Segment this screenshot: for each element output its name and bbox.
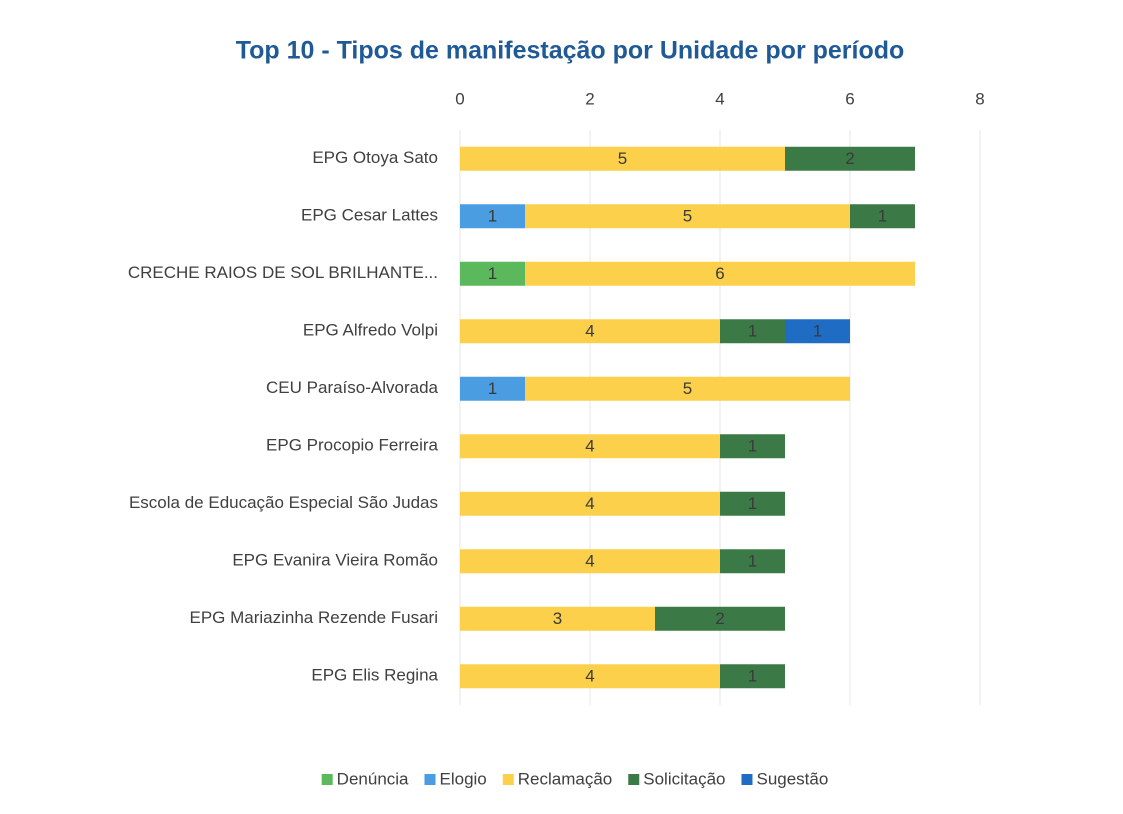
data-label: 3 [553, 609, 562, 628]
data-label: 4 [585, 552, 594, 571]
legend-label: Sugestão [756, 769, 828, 788]
y-tick-label: EPG Evanira Vieira Romão [232, 551, 438, 570]
y-tick-label: EPG Elis Regina [311, 666, 438, 685]
data-label: 1 [813, 322, 822, 341]
data-label: 1 [488, 264, 497, 283]
legend-swatch [628, 774, 640, 785]
bar-segment [460, 434, 720, 459]
data-label: 1 [748, 322, 757, 341]
legend-swatch [321, 774, 333, 785]
x-tick-label: 6 [845, 89, 854, 108]
data-label: 6 [715, 264, 724, 283]
bar-segment [850, 204, 915, 229]
data-label: 4 [585, 322, 594, 341]
data-label: 4 [585, 494, 594, 513]
y-tick-label: EPG Otoya Sato [312, 148, 438, 167]
bar-segment [460, 376, 525, 401]
data-label: 1 [748, 667, 757, 686]
bar-segment [720, 664, 785, 689]
data-label: 4 [585, 437, 594, 456]
data-label: 4 [585, 667, 594, 686]
legend-label: Reclamação [518, 769, 613, 788]
legend-label: Denúncia [337, 769, 409, 788]
bar-segment [460, 204, 525, 229]
data-label: 1 [748, 494, 757, 513]
y-tick-label: CEU Paraíso-Alvorada [266, 378, 439, 397]
bar-segment [720, 319, 785, 344]
legend-swatch [502, 774, 514, 785]
bar-segment [785, 146, 915, 171]
data-label: 1 [878, 207, 887, 226]
bar-segment [460, 261, 525, 286]
bar-segment [525, 261, 915, 286]
x-tick-label: 8 [975, 89, 984, 108]
bar-segment [785, 319, 850, 344]
data-label: 5 [683, 207, 692, 226]
bar-segment [460, 606, 655, 631]
bar-segment [460, 146, 785, 171]
data-label: 1 [488, 379, 497, 398]
y-tick-label: EPG Procopio Ferreira [266, 436, 438, 455]
data-label: 1 [488, 207, 497, 226]
legend-label: Solicitação [643, 769, 725, 788]
x-tick-label: 2 [585, 89, 594, 108]
data-label: 2 [845, 149, 854, 168]
legend-swatch [424, 774, 436, 785]
bar-segment [460, 491, 720, 516]
bar-segment [525, 376, 850, 401]
data-label: 1 [748, 552, 757, 571]
legend-label: Elogio [440, 769, 487, 788]
y-tick-label: Escola de Educação Especial São Judas [129, 493, 438, 512]
bar-segment [720, 549, 785, 574]
data-label: 2 [715, 609, 724, 628]
data-label: 1 [748, 437, 757, 456]
x-tick-label: 0 [455, 89, 464, 108]
legend-swatch [741, 774, 753, 785]
bar-segment [460, 549, 720, 574]
bar-segment [525, 204, 850, 229]
data-label: 5 [618, 149, 627, 168]
y-tick-label: EPG Mariazinha Rezende Fusari [189, 608, 438, 627]
y-tick-label: EPG Cesar Lattes [301, 206, 438, 225]
y-tick-label: EPG Alfredo Volpi [303, 321, 438, 340]
chart-title: Top 10 - Tipos de manifestação por Unida… [236, 37, 905, 65]
bar-segment [720, 491, 785, 516]
data-label: 5 [683, 379, 692, 398]
bar-segment [720, 434, 785, 459]
y-tick-label: CRECHE RAIOS DE SOL BRILHANTE... [128, 263, 438, 282]
bar-segment [460, 664, 720, 689]
bar-segment [655, 606, 785, 631]
bar-segment [460, 319, 720, 344]
x-tick-label: 4 [715, 89, 724, 108]
